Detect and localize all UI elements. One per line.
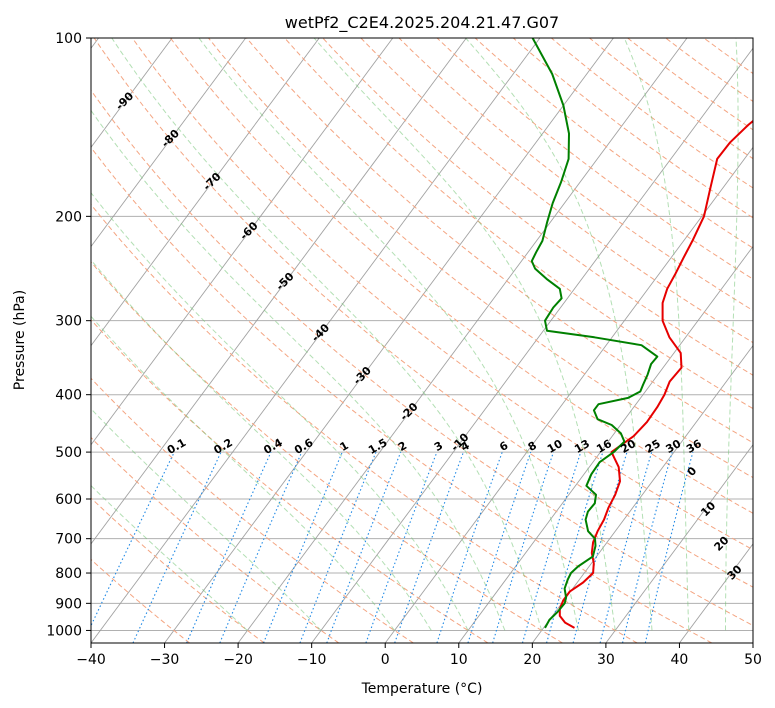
mixing-ratio-line bbox=[521, 451, 582, 643]
x-tick-label: 50 bbox=[744, 652, 762, 668]
dry-adiabat-line bbox=[91, 319, 489, 643]
plot-frame bbox=[90, 37, 754, 644]
mixing-ratio-line bbox=[186, 451, 272, 643]
x-tick-label: −40 bbox=[76, 652, 106, 668]
mixing-ratio-line bbox=[492, 451, 554, 643]
mixing-ratio-line bbox=[326, 451, 402, 643]
x-tick-label: 20 bbox=[523, 652, 541, 668]
mixing-ratio-line bbox=[546, 451, 604, 643]
isotherm-line bbox=[91, 38, 467, 545]
isotherm-line bbox=[91, 38, 541, 643]
isotherm-line bbox=[91, 38, 247, 248]
y-axis: 1000 900 800 700 600 500 400 300 200 100 bbox=[46, 31, 91, 639]
mixing-ratio-line bbox=[599, 451, 653, 643]
y-tick-label: 100 bbox=[55, 31, 82, 47]
y-tick-label: 300 bbox=[55, 314, 82, 330]
plot-series bbox=[530, 38, 753, 629]
chart-title: wetPf2_C2E4.2025.204.21.47.G07 bbox=[285, 13, 559, 33]
x-tick-label: 10 bbox=[450, 652, 468, 668]
mixing-ratio-line bbox=[299, 451, 377, 643]
dry-adiabat-line bbox=[91, 377, 414, 643]
isotherm-line bbox=[91, 38, 394, 446]
moist-adiabat-line bbox=[91, 191, 469, 631]
moist-adiabat-line bbox=[91, 408, 322, 631]
moist-adiabat-line bbox=[91, 315, 395, 631]
mixing-ratio-line bbox=[622, 451, 673, 643]
dry-adiabat-line bbox=[398, 38, 753, 312]
y-tick-label: 500 bbox=[55, 445, 82, 461]
isotherm-line bbox=[91, 38, 173, 149]
mixing-ratio-line bbox=[644, 451, 694, 643]
dry-adiabat-line bbox=[91, 89, 753, 627]
y-tick-label: 700 bbox=[55, 532, 82, 548]
isotherm-line bbox=[531, 344, 753, 643]
dry-adiabat-line bbox=[91, 436, 340, 643]
x-axis: −40 −30 −20 −10 0 10 20 30 40 50 bbox=[76, 643, 762, 668]
x-tick-label: 0 bbox=[381, 652, 390, 668]
y-tick-label: 400 bbox=[55, 388, 82, 404]
isotherm-line bbox=[91, 38, 320, 347]
y-tick-label: 600 bbox=[55, 492, 82, 508]
x-axis-label: Temperature (°C) bbox=[361, 681, 483, 697]
mixing-ratio-line bbox=[436, 451, 503, 643]
isotherm-line bbox=[237, 38, 688, 643]
moist-adiabat-label: 40 bbox=[750, 588, 770, 608]
dry-adiabat-line bbox=[91, 558, 190, 643]
x-tick-label: −30 bbox=[150, 652, 180, 668]
isotherm-line bbox=[605, 443, 753, 643]
moist-adiabat-line bbox=[91, 259, 432, 631]
moist-adiabat-line bbox=[198, 38, 579, 631]
x-tick-label: 40 bbox=[671, 652, 689, 668]
dry-adiabat-line bbox=[208, 38, 753, 479]
mixing-ratio-line bbox=[219, 451, 303, 643]
y-tick-label: 200 bbox=[55, 209, 82, 225]
plot-grid bbox=[91, 38, 753, 643]
isotherm-line bbox=[458, 245, 753, 643]
dry-adiabat-line bbox=[131, 38, 753, 551]
y-tick-label: 800 bbox=[55, 566, 82, 582]
x-tick-label: 30 bbox=[597, 652, 615, 668]
mixing-ratio-line bbox=[262, 451, 343, 643]
dry-adiabat-line bbox=[246, 38, 753, 444]
moist-adiabat-line bbox=[465, 38, 653, 631]
y-tick-label: 900 bbox=[55, 596, 82, 612]
dry-adiabat-line bbox=[91, 146, 713, 643]
y-axis-label: Pressure (hPa) bbox=[12, 290, 28, 390]
x-tick-label: −10 bbox=[297, 652, 327, 668]
mixing-ratio-line bbox=[365, 451, 438, 643]
x-tick-label: −20 bbox=[223, 652, 253, 668]
dewpoint-profile-line bbox=[530, 38, 659, 629]
dry-adiabat-line bbox=[170, 38, 753, 514]
mixing-ratio-line bbox=[467, 451, 532, 643]
y-tick-label: 1000 bbox=[46, 623, 82, 639]
isotherm-line bbox=[164, 38, 614, 643]
temperature-profile-line bbox=[558, 119, 753, 629]
moist-adiabat-line bbox=[725, 38, 739, 631]
mixing-ratio-line bbox=[394, 451, 464, 643]
dry-adiabat-line bbox=[91, 261, 563, 643]
moist-adiabat-line bbox=[111, 38, 543, 631]
dry-adiabat-line bbox=[360, 38, 753, 344]
